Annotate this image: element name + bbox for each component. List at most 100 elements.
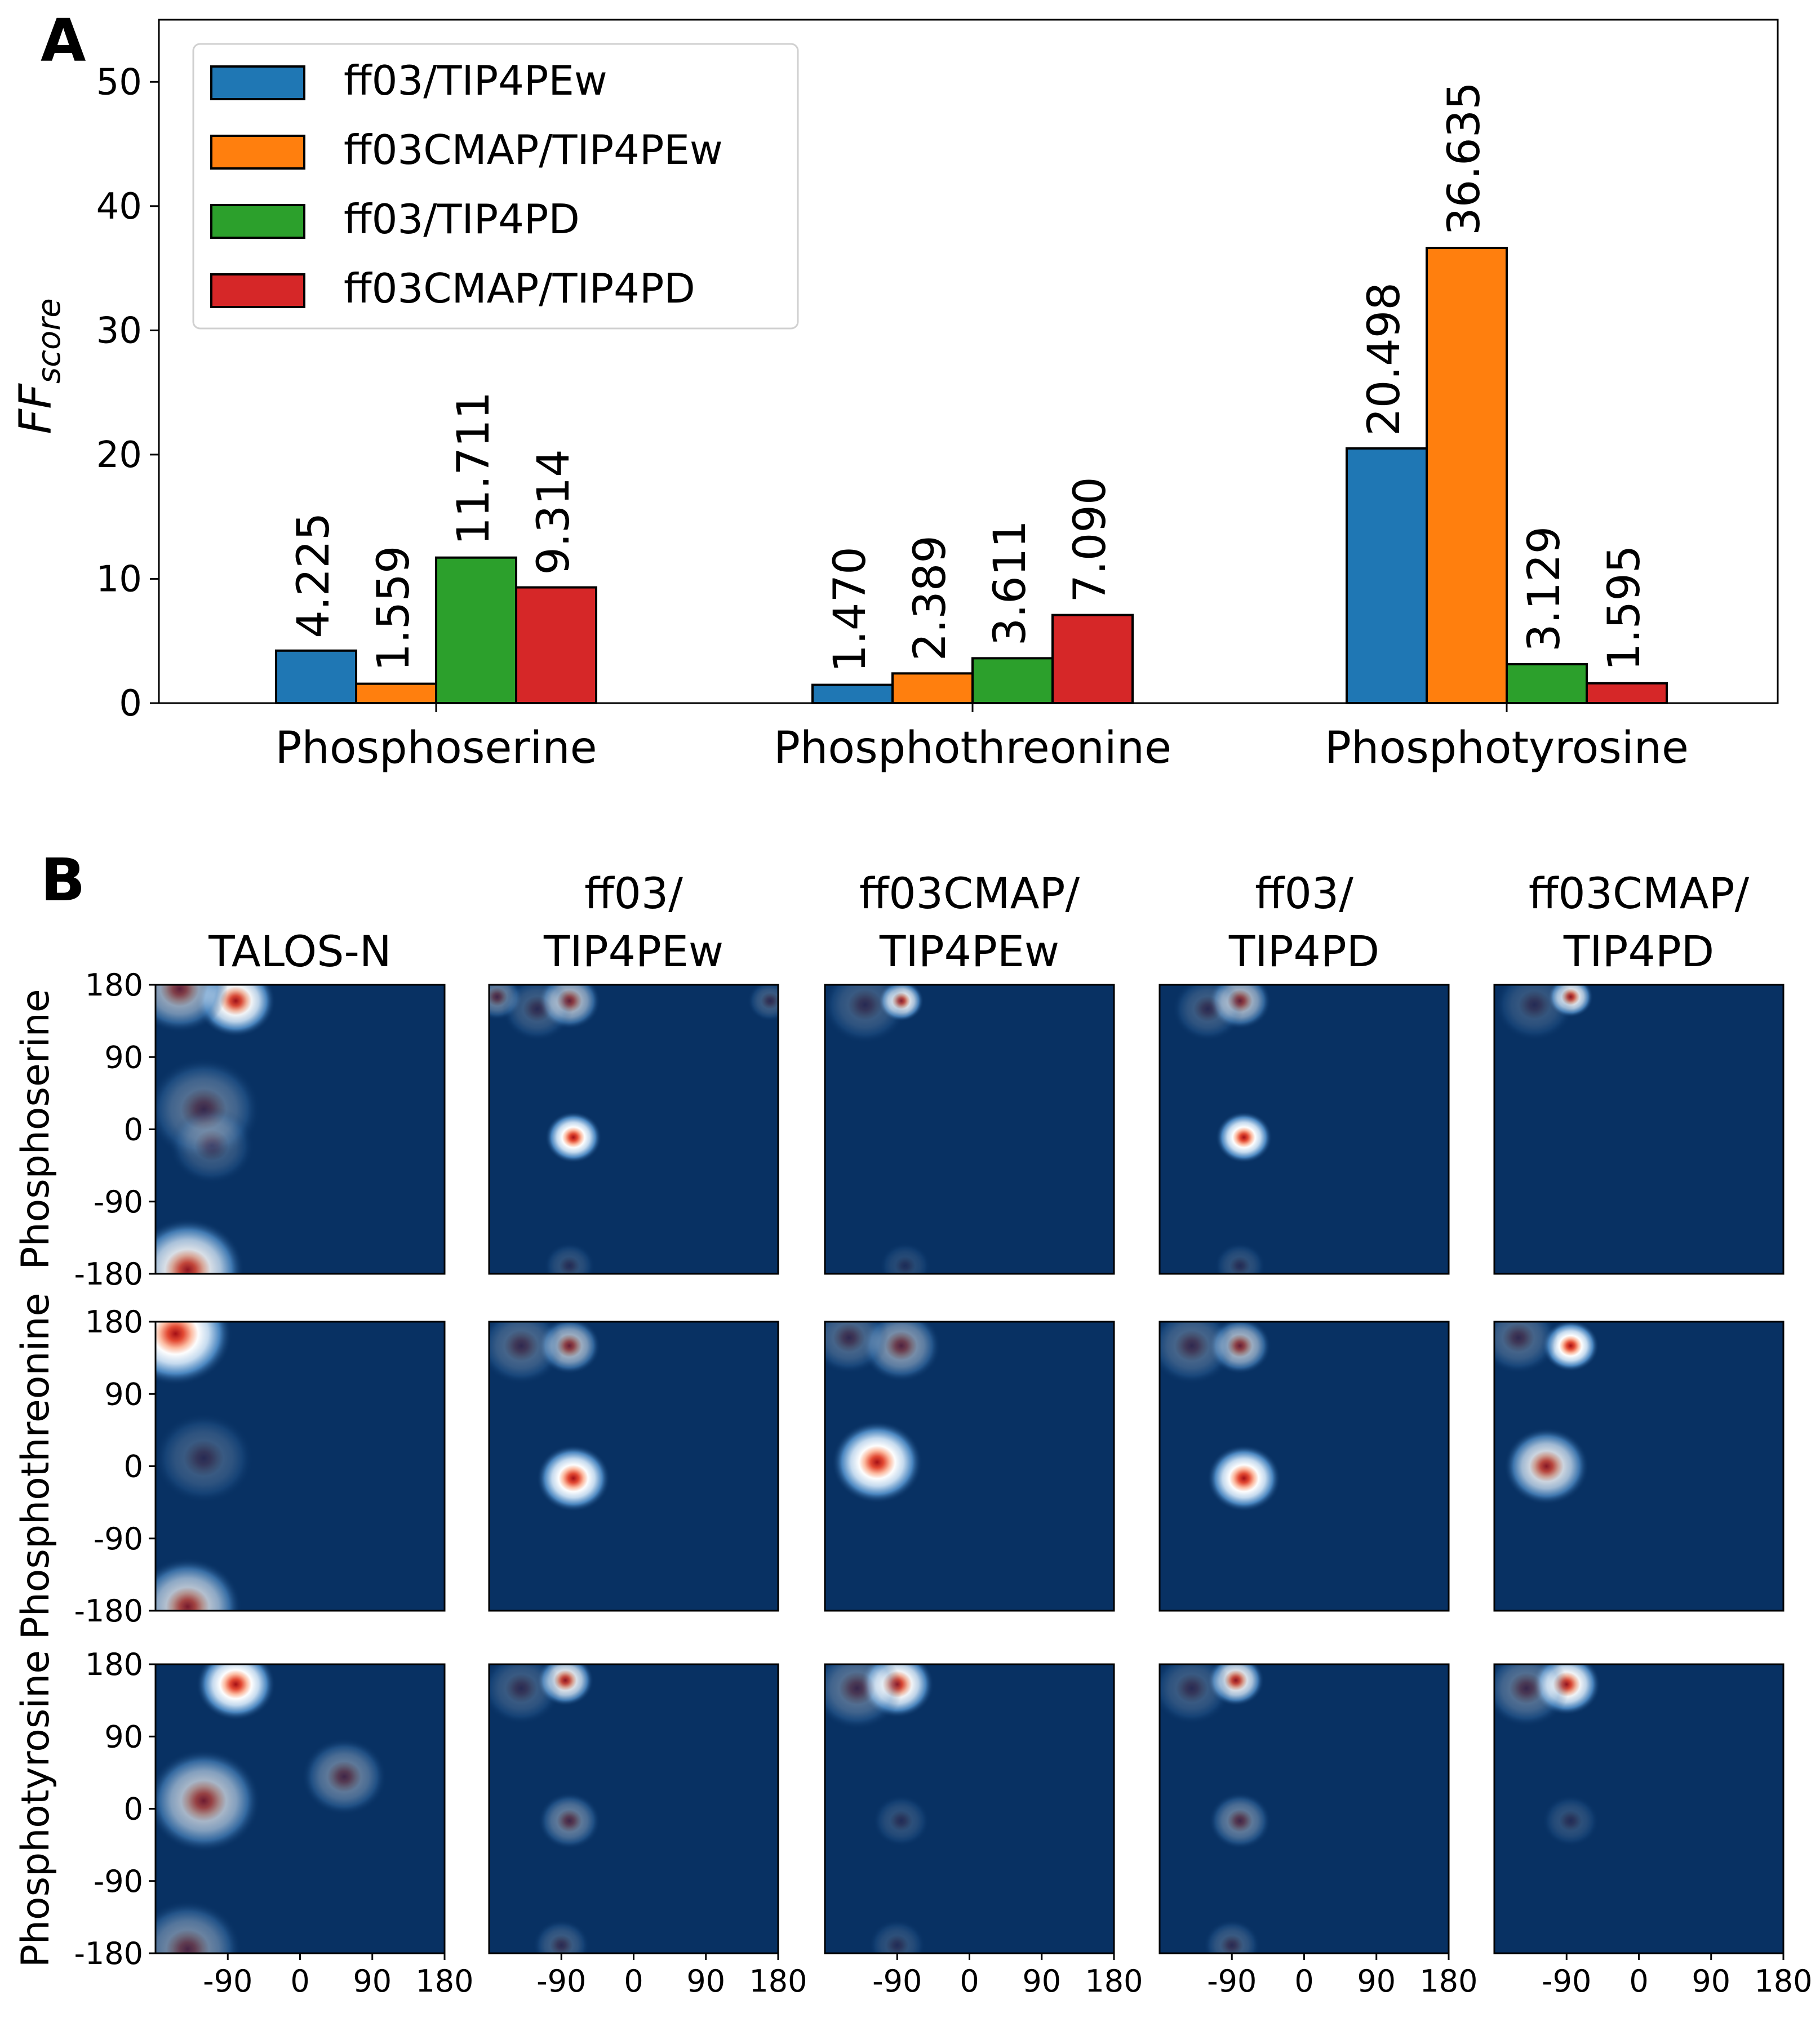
hotspot-group <box>489 1664 601 1953</box>
heatmap-frame <box>1493 1321 1785 1612</box>
hotspot-group <box>489 1322 610 1512</box>
y-tick-label: 180 <box>85 1304 143 1340</box>
heatmap-grid: TALOS-N ff03/TIP4PEw ff03CMAP/TIP4PEw ff03/… <box>14 868 1813 1999</box>
density-hotspot <box>156 1900 242 1953</box>
column-title-line1: ff03/ <box>584 868 683 918</box>
density-hotspot <box>1494 1322 1558 1374</box>
bar-value-label: 2.389 <box>905 535 956 661</box>
y-tick-label: -90 <box>94 1184 143 1220</box>
x-tick-label: -90 <box>1207 1963 1257 1999</box>
y-tick-label: 50 <box>96 61 142 103</box>
heatmap-frame <box>154 984 446 1275</box>
x-tick-label: 180 <box>1754 1963 1812 1999</box>
legend-label: ff03CMAP/TIP4PEw <box>344 126 723 174</box>
heatmap-panel <box>824 984 1115 1275</box>
heatmap-panel <box>1158 1663 1450 1954</box>
density-hotspot <box>1504 1428 1589 1505</box>
column-title-line2: TIP4PEw <box>879 926 1059 976</box>
heatmap-panel <box>1493 984 1785 1275</box>
heatmap-panel <box>1493 1663 1785 1954</box>
density-hotspot <box>873 1795 930 1847</box>
density-hotspot <box>1209 1792 1271 1850</box>
density-hotspot <box>544 1242 595 1274</box>
x-tick-label: 90 <box>686 1963 725 1999</box>
y-tick-label: 90 <box>104 1039 143 1075</box>
y-tick-label: 0 <box>124 1449 143 1485</box>
density-hotspot <box>825 985 908 1044</box>
y-tick-label: 0 <box>124 1792 143 1827</box>
bar <box>811 683 894 705</box>
y-tick-label: 90 <box>104 1719 143 1754</box>
hotspot-group <box>825 1322 941 1504</box>
heatmap-panel <box>488 1663 779 1954</box>
heatmap-panel <box>1158 984 1450 1275</box>
row-label: Phosphotyrosine <box>14 1650 58 1967</box>
heatmap-panel <box>488 984 779 1275</box>
hotspot-group <box>825 1664 934 1953</box>
heatmap-panel <box>1493 1321 1785 1612</box>
density-hotspot <box>825 1664 903 1730</box>
bar <box>275 649 357 705</box>
bar <box>1426 247 1508 704</box>
bar <box>1051 614 1134 705</box>
hotspot-group <box>1495 985 1593 1041</box>
y-tick-label: 0 <box>119 683 142 725</box>
density-hotspot <box>196 1664 276 1721</box>
y-tick-label: 20 <box>96 434 142 476</box>
legend-swatch <box>210 135 305 170</box>
row-label: Phosphothreonine <box>14 1293 58 1640</box>
heatmap-frame <box>488 1321 779 1612</box>
x-tick-label: 180 <box>1419 1963 1477 1999</box>
x-tick-label: -90 <box>1542 1963 1591 1999</box>
heatmap-frame <box>1493 984 1785 1275</box>
x-tick-label: -90 <box>872 1963 922 1999</box>
column-title-line2: TIP4PEw <box>543 926 723 976</box>
y-tick-label: -90 <box>94 1864 143 1899</box>
y-tick-label: 0 <box>124 1112 143 1148</box>
panel-label-a: A <box>41 6 86 75</box>
bar-value-label: 11.711 <box>449 392 499 545</box>
bar-value-label: 36.635 <box>1439 82 1490 235</box>
density-hotspot <box>880 1242 931 1274</box>
x-tick-label: Phosphotyrosine <box>1325 723 1689 774</box>
density-hotspot <box>832 1421 922 1504</box>
legend-label: ff03CMAP/TIP4PD <box>344 265 695 312</box>
legend-swatch <box>210 273 305 308</box>
bar-value-label: 1.595 <box>1599 545 1650 671</box>
legend-box <box>192 43 799 330</box>
column-title-line1: ff03CMAP/ <box>1529 868 1750 918</box>
hotspot-group <box>1160 1322 1281 1512</box>
hotspot-group <box>1172 985 1272 1274</box>
x-tick-label: 0 <box>290 1963 309 1999</box>
density-hotspot <box>156 1322 232 1385</box>
legend-swatch <box>210 65 305 100</box>
legend-label: ff03/TIP4PEw <box>344 57 607 104</box>
density-hotspot <box>533 1919 590 1953</box>
density-hotspot <box>1160 1664 1232 1725</box>
x-tick-label: 180 <box>1085 1963 1143 1999</box>
x-tick-label: 0 <box>1629 1963 1648 1999</box>
x-tick-label: Phosphothreonine <box>774 723 1171 774</box>
heatmap-frame <box>1158 1321 1450 1612</box>
bar-value-label: 1.470 <box>825 546 876 672</box>
heatmap-frame <box>824 984 1115 1275</box>
x-tick-label: 90 <box>353 1963 392 1999</box>
column-title-line2: TIP4PD <box>1563 926 1714 976</box>
x-tick-label: 90 <box>1357 1963 1396 1999</box>
density-hotspot <box>489 1664 561 1725</box>
density-hotspot <box>747 985 778 1021</box>
x-tick-label: 0 <box>960 1963 979 1999</box>
density-hotspot <box>536 1445 610 1512</box>
legend: ff03/TIP4PEw ff03CMAP/TIP4PEw ff03/TIP4PD f… <box>192 43 799 330</box>
density-hotspot <box>156 985 228 1033</box>
density-hotspot <box>1542 1795 1599 1847</box>
x-tick-label: 0 <box>1294 1963 1313 1999</box>
column-title-line2: TIP4PD <box>1228 926 1379 976</box>
heatmap-panel <box>824 1663 1115 1954</box>
x-tick-label: 90 <box>1022 1963 1061 1999</box>
heatmap-frame <box>488 984 779 1275</box>
y-axis-label: FFscore <box>11 298 68 434</box>
column-title-line1: ff03CMAP/ <box>859 868 1080 918</box>
y-tick-label: -180 <box>74 1256 143 1292</box>
heatmap-panel <box>488 1321 779 1612</box>
